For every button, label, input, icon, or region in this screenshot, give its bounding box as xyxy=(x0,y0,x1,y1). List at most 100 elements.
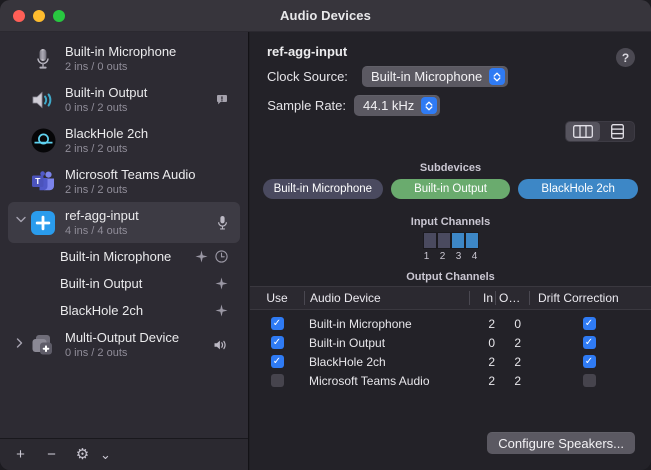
default-input-mic-icon xyxy=(217,215,228,230)
use-cell[interactable]: ✓ xyxy=(250,317,304,330)
drift-checkbox-unchecked-icon[interactable] xyxy=(582,374,596,387)
in-count-cell: 2 xyxy=(488,316,495,331)
sidebar-item-text: ref-agg-input 4 ins / 4 outs xyxy=(65,208,217,238)
sidebar-item-text: Built-in Output 0 ins / 2 outs xyxy=(65,85,215,115)
drift-cell[interactable] xyxy=(529,374,649,387)
subdevice-chip-blackhole-2ch[interactable]: BlackHole 2ch xyxy=(518,179,639,199)
drift-checkbox-checked-icon[interactable]: ✓ xyxy=(582,336,596,349)
sidebar-item-right-icons xyxy=(217,215,228,230)
table-row[interactable]: ✓ BlackHole 2ch 2 2 ✓ xyxy=(250,352,651,371)
columns-view-button[interactable] xyxy=(566,122,600,141)
close-button-icon[interactable] xyxy=(13,9,25,22)
columns-view-icon xyxy=(573,125,593,138)
chip-label: BlackHole 2ch xyxy=(541,183,615,195)
traffic-light-controls xyxy=(13,9,65,22)
remove-device-button[interactable]: − xyxy=(47,446,56,463)
help-icon[interactable]: ? xyxy=(616,48,635,67)
input-channel-box-4[interactable] xyxy=(464,232,479,249)
use-checkbox-unchecked-icon[interactable] xyxy=(270,374,284,387)
column-header-in[interactable]: In xyxy=(469,291,495,305)
use-checkbox-checked-icon[interactable]: ✓ xyxy=(270,355,284,368)
drift-cell[interactable]: ✓ xyxy=(529,336,649,349)
device-channels: 4 ins / 4 outs xyxy=(65,224,128,237)
use-checkbox-checked-icon[interactable]: ✓ xyxy=(270,336,284,349)
drift-cell[interactable]: ✓ xyxy=(529,355,649,368)
zoom-button-icon[interactable] xyxy=(53,9,65,22)
device-channels: 2 ins / 0 outs xyxy=(65,60,128,73)
use-checkbox-checked-icon[interactable]: ✓ xyxy=(270,317,284,330)
table-row[interactable]: Microsoft Teams Audio 2 2 xyxy=(250,371,651,390)
chevron-right-icon[interactable] xyxy=(16,338,28,350)
add-device-button[interactable]: + xyxy=(16,446,25,463)
subdevice-row-blackhole-2ch[interactable]: BlackHole 2ch xyxy=(8,297,240,324)
settings-gear-button[interactable]: ⚙ xyxy=(75,446,90,463)
sidebar-item-blackhole-2ch[interactable]: BlackHole 2ch 2 ins / 2 outs xyxy=(8,120,240,161)
sidebar-item-ref-agg-input[interactable]: ref-agg-input 4 ins / 4 outs xyxy=(8,202,240,243)
input-channel-box-2[interactable] xyxy=(436,232,451,249)
sidebar-item-text: Microsoft Teams Audio 2 ins / 2 outs xyxy=(65,167,240,197)
chevron-updown-icon xyxy=(421,97,438,114)
device-list[interactable]: Built-in Microphone 2 ins / 0 outs Built… xyxy=(0,32,248,438)
aggregate-plus-icon xyxy=(30,210,56,236)
clock-source-select[interactable]: Built-in Microphone xyxy=(362,66,509,87)
use-cell[interactable]: ✓ xyxy=(250,355,304,368)
use-cell[interactable]: ✓ xyxy=(250,336,304,349)
microphone-icon xyxy=(30,46,56,72)
drift-checkbox-checked-icon[interactable]: ✓ xyxy=(582,355,596,368)
sidebar-item-built-in-output[interactable]: Built-in Output 0 ins / 2 outs xyxy=(8,79,240,120)
device-name-cell: Built-in Microphone xyxy=(309,316,412,331)
sample-rate-field: Sample Rate: 44.1 kHz xyxy=(267,95,441,116)
device-name: Built-in Output xyxy=(65,84,148,100)
list-view-button[interactable] xyxy=(600,122,634,141)
input-channel-num-3: 3 xyxy=(455,251,462,262)
window-title: Audio Devices xyxy=(280,8,371,23)
sample-rate-label: Sample Rate: xyxy=(267,98,346,113)
input-channel-num-1: 1 xyxy=(423,251,430,262)
in-count-cell: 0 xyxy=(488,335,495,350)
device-sidebar: Built-in Microphone 2 ins / 0 outs Built… xyxy=(0,32,249,470)
sidebar-item-built-in-microphone[interactable]: Built-in Microphone 2 ins / 0 outs xyxy=(8,38,240,79)
input-channels-label: Input Channels xyxy=(410,216,491,228)
table-row[interactable]: ✓ Built-in Output 0 2 ✓ xyxy=(250,333,651,352)
device-name: BlackHole 2ch xyxy=(65,125,149,141)
input-channel-num-2: 2 xyxy=(439,251,446,262)
subdevice-chip-built-in-microphone[interactable]: Built-in Microphone xyxy=(263,179,383,199)
sidebar-item-microsoft-teams-audio[interactable]: T Microsoft Teams Audio 2 ins / 2 outs xyxy=(8,161,240,202)
minimize-button-icon[interactable] xyxy=(33,9,45,22)
subdevice-chip-built-in-output[interactable]: Built-in Output xyxy=(390,179,511,199)
column-header-out[interactable]: O… xyxy=(495,291,529,305)
view-mode-toggle xyxy=(565,121,635,142)
column-header-drift-correction[interactable]: Drift Correction xyxy=(529,291,649,305)
subdevice-row-built-in-output[interactable]: Built-in Output xyxy=(8,270,240,297)
column-header-use[interactable]: Use xyxy=(266,291,288,305)
drift-checkbox-checked-icon[interactable]: ✓ xyxy=(582,317,596,330)
audio-device-table: Use Audio Device In O… Drift Correction … xyxy=(250,286,651,390)
device-name: Multi-Output Device xyxy=(65,329,180,345)
column-header-audio-device[interactable]: Audio Device xyxy=(304,291,469,305)
blackhole-icon xyxy=(30,128,56,154)
device-channels: 2 ins / 2 outs xyxy=(65,142,128,155)
sample-rate-select[interactable]: 44.1 kHz xyxy=(354,95,441,116)
table-row[interactable]: ✓ Built-in Microphone 2 0 ✓ xyxy=(250,314,651,333)
subdevice-row-built-in-microphone[interactable]: Built-in Microphone xyxy=(8,243,240,270)
drift-cell[interactable]: ✓ xyxy=(529,317,649,330)
sidebar-item-text: BlackHole 2ch 2 ins / 2 outs xyxy=(65,126,240,156)
input-channel-box-3[interactable] xyxy=(450,232,465,249)
in-count-cell: 2 xyxy=(488,354,495,369)
sidebar-item-multi-output-device[interactable]: Multi-Output Device 0 ins / 2 outs xyxy=(8,324,240,365)
sidebar-item-text: Multi-Output Device 0 ins / 2 outs xyxy=(65,330,213,360)
chevron-down-icon[interactable] xyxy=(16,216,28,228)
use-cell[interactable] xyxy=(250,374,304,387)
out-count-cell: 2 xyxy=(514,335,521,350)
subdevice-icons xyxy=(215,277,228,290)
page-title: ref-agg-input xyxy=(267,44,348,59)
action-menu-button[interactable]: ⌄ xyxy=(100,447,111,462)
device-name-cell: Microsoft Teams Audio xyxy=(309,373,430,388)
configure-speakers-button[interactable]: Configure Speakers... xyxy=(487,432,635,454)
table-header: Use Audio Device In O… Drift Correction xyxy=(250,286,651,310)
subdevice-name: Built-in Output xyxy=(60,276,143,291)
out-count-cell: 0 xyxy=(514,316,521,331)
chip-label: Built-in Microphone xyxy=(273,183,373,195)
input-channel-box-1[interactable] xyxy=(422,232,437,249)
